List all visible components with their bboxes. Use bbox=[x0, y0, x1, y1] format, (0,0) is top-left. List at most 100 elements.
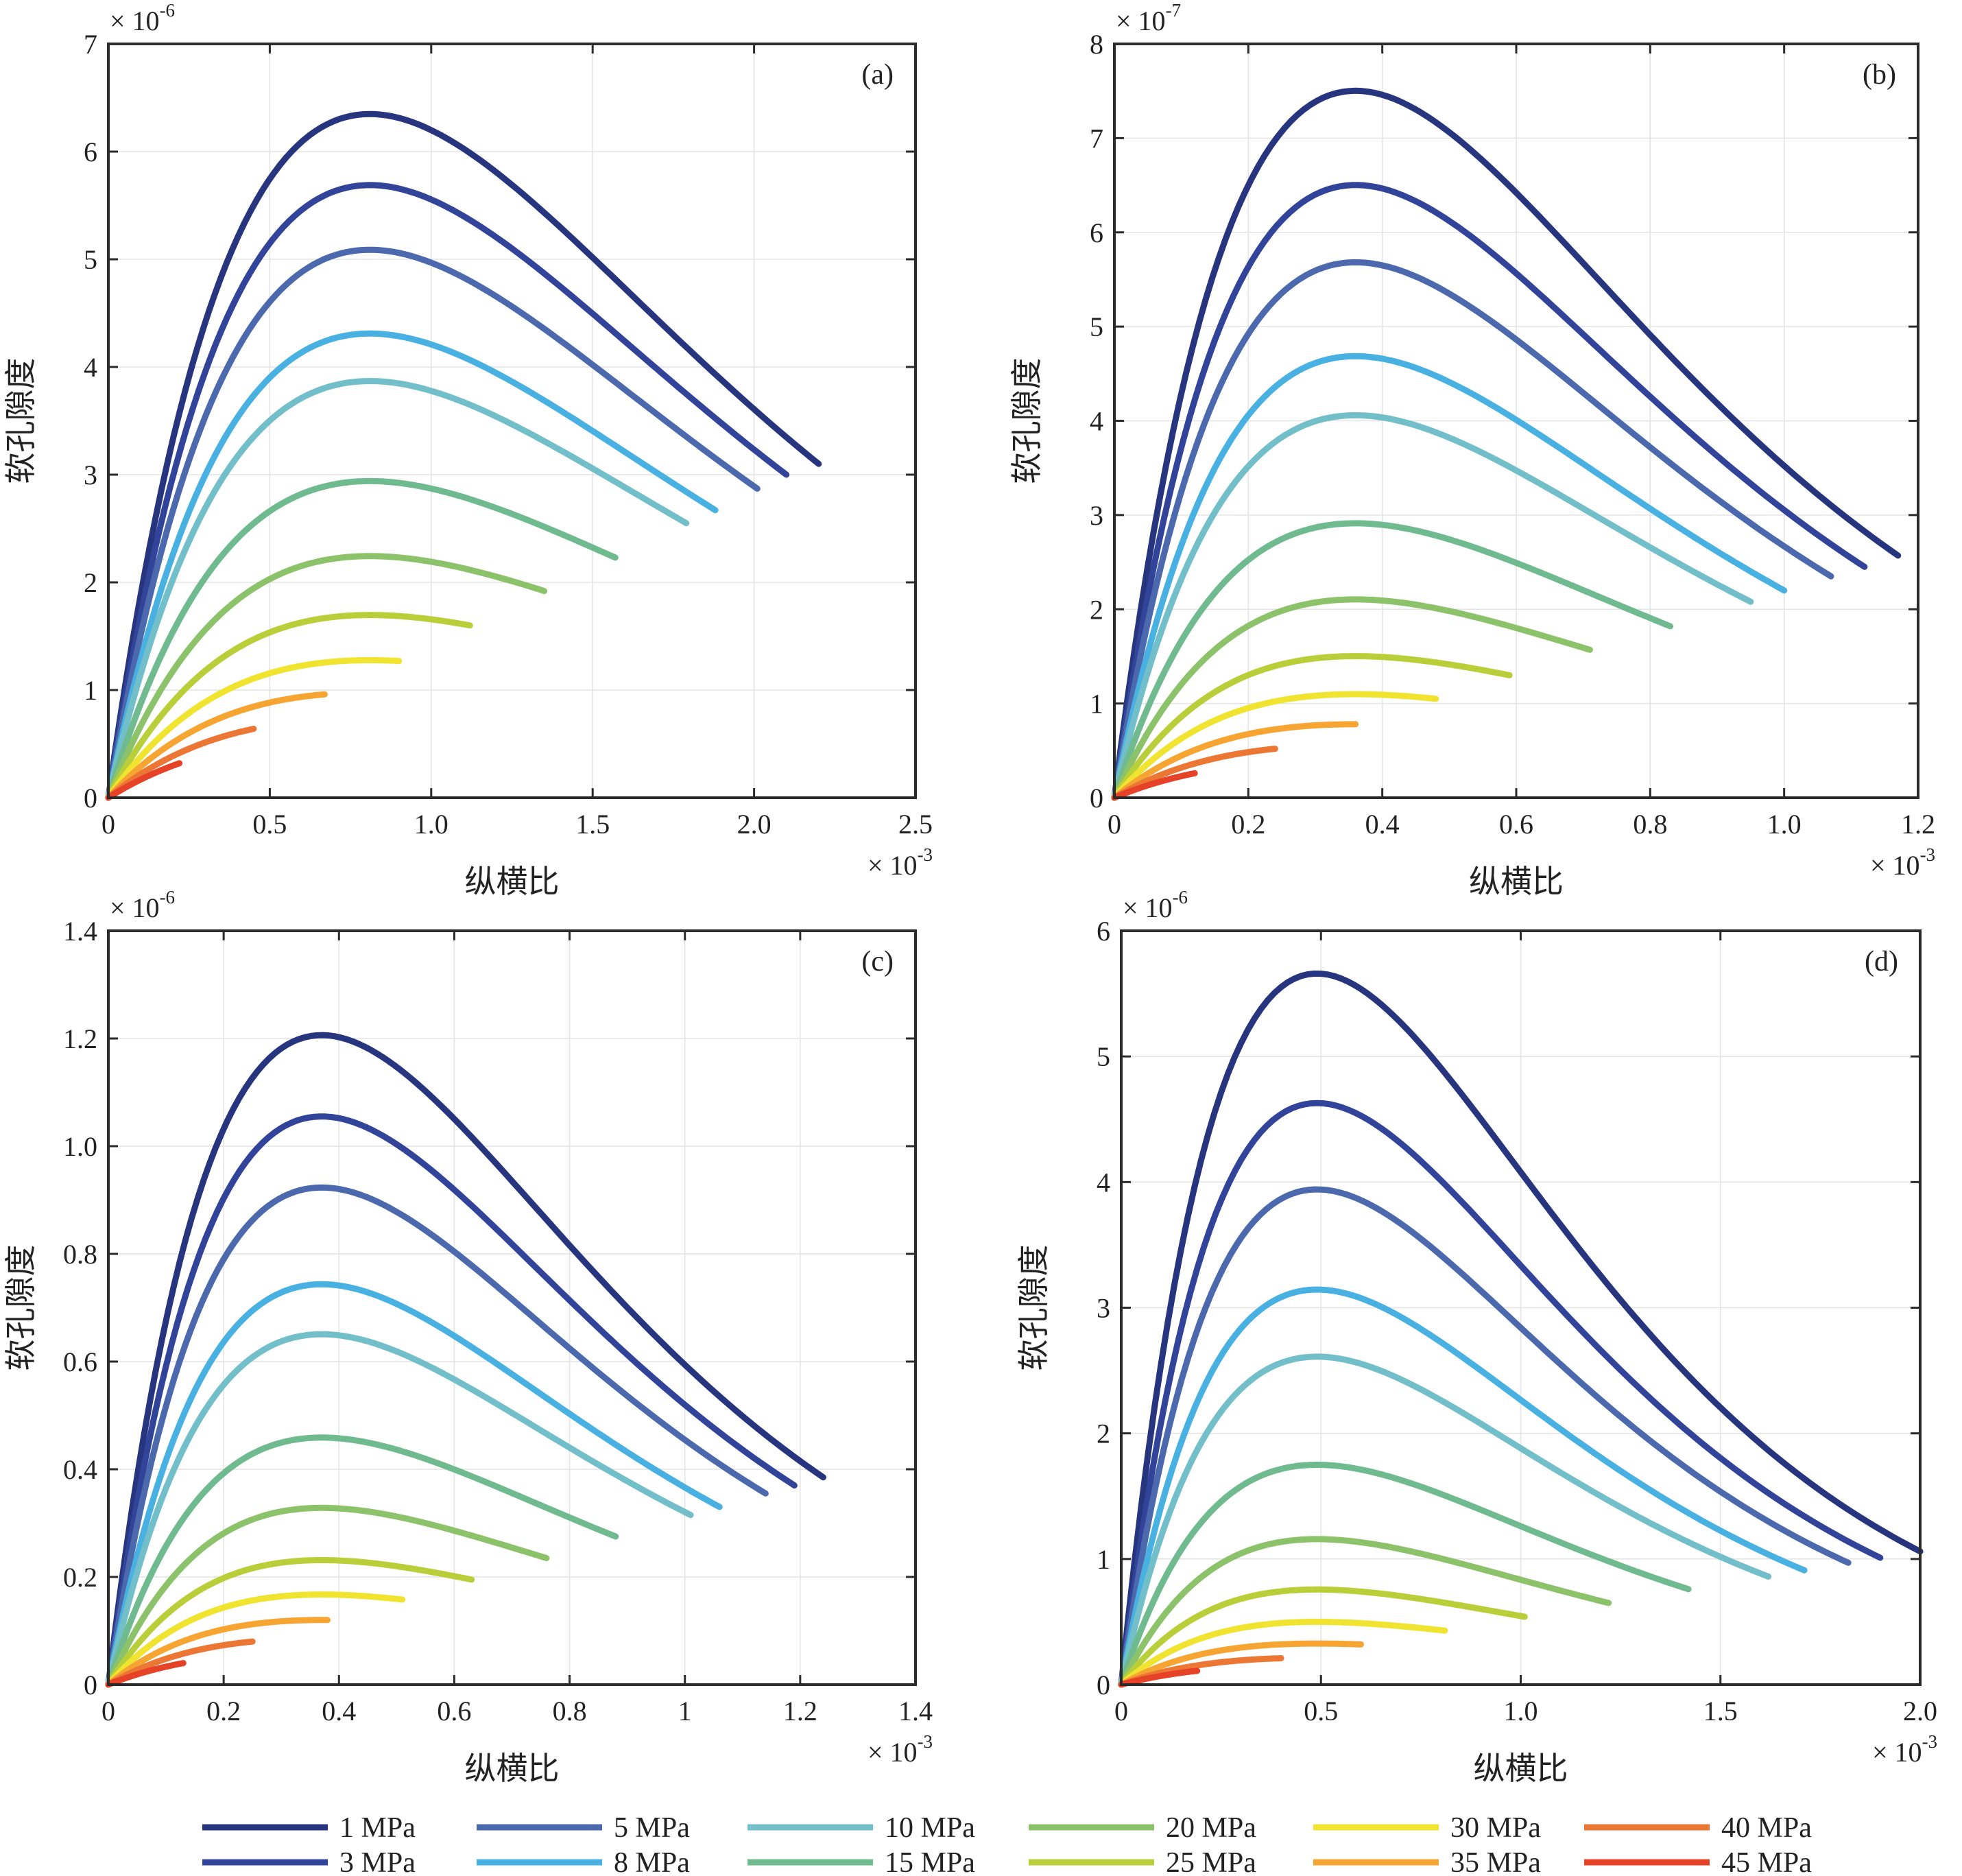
series-line bbox=[105, 1113, 798, 1688]
series-line bbox=[1118, 1619, 1448, 1688]
plot-frame bbox=[107, 43, 917, 799]
series-line bbox=[105, 1660, 187, 1688]
x-tick-label: 1.0 bbox=[1767, 809, 1802, 840]
y-tick-label: 0.8 bbox=[63, 1239, 97, 1270]
legend-label: 30 MPa bbox=[1450, 1812, 1541, 1844]
grid-lines bbox=[1121, 931, 1920, 1685]
axis-ticks: 0 0.2 0.4 0.6 0.8 1 1.2 1.4 0 0.2 0.4 0.6 0.8 1.0 1.2 1… bbox=[63, 916, 933, 1726]
legend-item: 20 MPa bbox=[1029, 1812, 1256, 1844]
x-axis-label: 纵横比 bbox=[465, 1751, 560, 1786]
x-tick-label: 0.2 bbox=[206, 1696, 241, 1726]
legend-label: 3 MPa bbox=[339, 1847, 416, 1876]
series-line bbox=[1111, 721, 1359, 801]
y-tick-label: 6 bbox=[1090, 217, 1103, 248]
series-line bbox=[105, 1281, 723, 1688]
chart-panel: 0 0.2 0.4 0.6 0.8 1 1.2 1.4 0 0.2 0.4 0.6 0.8 1.0 1.2 1… bbox=[3, 887, 933, 1786]
x-tick-label: 1.4 bbox=[898, 1696, 933, 1726]
x-tick-label: 0.6 bbox=[1499, 809, 1533, 840]
series-line bbox=[1111, 653, 1513, 801]
grid-lines bbox=[1114, 44, 1918, 798]
series-line bbox=[105, 1638, 256, 1688]
y-tick-label: 8 bbox=[1090, 29, 1103, 60]
legend-item: 5 MPa bbox=[477, 1812, 690, 1844]
x-exponent-label: × 10-3 bbox=[868, 844, 933, 881]
x-exponent-label: × 10-3 bbox=[1872, 1731, 1937, 1768]
y-tick-label: 6 bbox=[1097, 916, 1110, 947]
x-exponent-label: × 10-3 bbox=[1870, 844, 1935, 881]
legend: 1 MPa 5 MPa 10 MPa 20 MPa 30 MPa 40 MPa 3 MPa 8… bbox=[202, 1812, 1812, 1876]
legend-item: 8 MPa bbox=[477, 1847, 690, 1876]
x-tick-label: 1.0 bbox=[414, 809, 448, 840]
series-line bbox=[1118, 1667, 1201, 1688]
legend-label: 25 MPa bbox=[1166, 1847, 1256, 1876]
x-exponent-value: -3 bbox=[1920, 844, 1936, 865]
series-line bbox=[105, 1557, 475, 1688]
x-tick-label: 0.6 bbox=[437, 1696, 471, 1726]
x-axis-label: 纵横比 bbox=[465, 864, 560, 899]
series-line bbox=[1111, 746, 1278, 801]
y-exponent-label: × 10-7 bbox=[1116, 0, 1181, 36]
series-line bbox=[1118, 1100, 1884, 1688]
panel-label: (d) bbox=[1865, 946, 1898, 977]
y-exponent-value: -6 bbox=[160, 887, 176, 907]
legend-item: 3 MPa bbox=[202, 1847, 416, 1876]
series-line bbox=[105, 553, 548, 801]
y-tick-label: 2 bbox=[84, 567, 97, 598]
x-tick-label: 0 bbox=[101, 1696, 115, 1726]
series-line bbox=[105, 1032, 826, 1688]
series-line bbox=[105, 246, 761, 801]
y-tick-label: 2 bbox=[1090, 594, 1103, 625]
y-tick-label: 0 bbox=[1097, 1670, 1110, 1700]
legend-item: 10 MPa bbox=[747, 1812, 975, 1844]
chart-panels: 0 0.5 1.0 1.5 2.0 2.5 0 1 2 3 4 5 6 7 (a) × 10-6 × 10-3 纵… bbox=[3, 0, 1937, 1786]
series-line bbox=[105, 1504, 550, 1688]
legend-label: 15 MPa bbox=[885, 1847, 975, 1876]
x-exponent-label: × 10-3 bbox=[868, 1731, 933, 1768]
y-tick-label: 1.0 bbox=[63, 1131, 97, 1162]
series-line bbox=[1118, 1640, 1364, 1688]
legend-label: 40 MPa bbox=[1721, 1812, 1812, 1844]
legend-item: 40 MPa bbox=[1584, 1812, 1812, 1844]
y-exponent-label: × 10-6 bbox=[110, 887, 175, 923]
series-line bbox=[1118, 1286, 1808, 1688]
x-tick-label: 0.5 bbox=[1304, 1696, 1338, 1726]
y-tick-label: 4 bbox=[1097, 1167, 1110, 1198]
x-tick-label: 2.0 bbox=[737, 809, 771, 840]
x-exponent-value: -3 bbox=[918, 1731, 933, 1752]
y-tick-label: 1 bbox=[1090, 689, 1103, 720]
panel-label: (c) bbox=[861, 946, 894, 977]
y-tick-label: 0.4 bbox=[63, 1454, 97, 1485]
series-line bbox=[1111, 182, 1868, 801]
x-exponent-value: -3 bbox=[1922, 1731, 1938, 1752]
y-tick-label: 0 bbox=[1090, 783, 1103, 814]
legend-item: 30 MPa bbox=[1313, 1812, 1541, 1844]
y-tick-label: 1.4 bbox=[63, 916, 97, 947]
x-tick-label: 1.5 bbox=[575, 809, 610, 840]
x-tick-label: 1.2 bbox=[783, 1696, 817, 1726]
y-tick-label: 4 bbox=[1090, 406, 1103, 437]
y-axis-label: 软孔隙度 bbox=[3, 1245, 38, 1371]
legend-item: 15 MPa bbox=[747, 1847, 975, 1876]
panel-label: (b) bbox=[1863, 59, 1896, 91]
chart-panel: 0 0.5 1.0 1.5 2.0 0 1 2 3 4 5 6 (d) × 10-6 × 10-3 纵横比 软孔… bbox=[1016, 887, 1937, 1786]
series-line bbox=[1111, 259, 1834, 801]
y-tick-label: 0.2 bbox=[63, 1562, 97, 1593]
x-tick-label: 0.4 bbox=[1365, 809, 1400, 840]
series-line bbox=[1118, 1353, 1772, 1688]
y-tick-label: 1.2 bbox=[63, 1023, 97, 1054]
series-line bbox=[1118, 970, 1924, 1688]
legend-label: 5 MPa bbox=[614, 1812, 690, 1844]
y-tick-label: 7 bbox=[1090, 123, 1103, 154]
legend-item: 45 MPa bbox=[1584, 1847, 1812, 1876]
y-tick-label: 6 bbox=[84, 136, 97, 167]
series-lines bbox=[105, 1032, 826, 1688]
series-line bbox=[105, 477, 619, 801]
axis-ticks: 0 0.2 0.4 0.6 0.8 1.0 1.2 0 1 2 3 4 5 6 7 8 bbox=[1090, 29, 1935, 840]
y-axis-label: 软孔隙度 bbox=[3, 358, 38, 484]
plot-frame bbox=[107, 929, 917, 1686]
x-tick-label: 1 bbox=[678, 1696, 692, 1726]
series-line bbox=[1111, 412, 1754, 801]
series-lines bbox=[1111, 87, 1902, 801]
y-tick-label: 5 bbox=[1097, 1041, 1110, 1072]
